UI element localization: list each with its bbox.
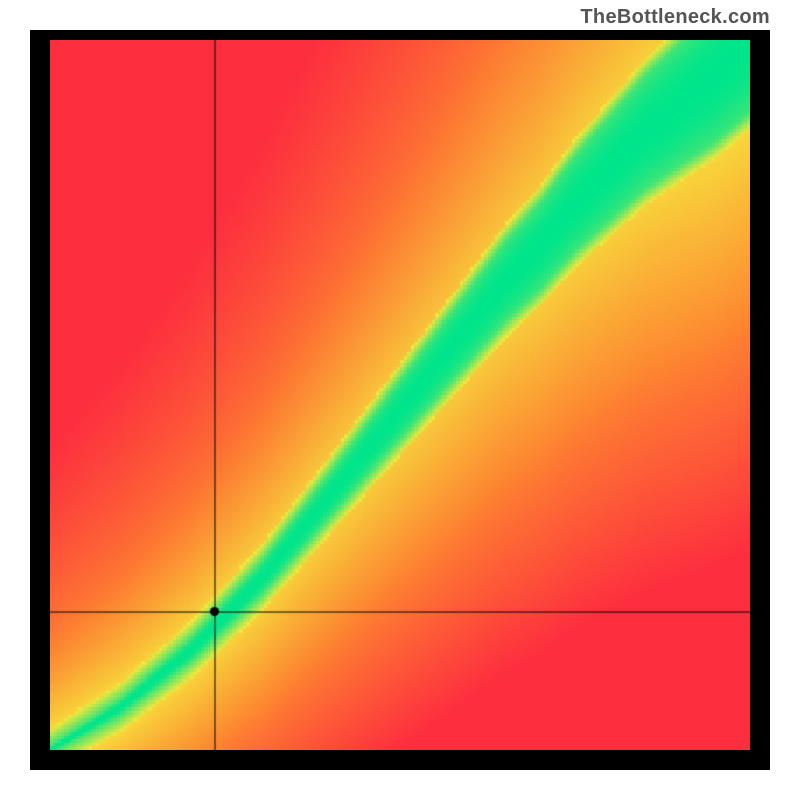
chart-container: TheBottleneck.com — [0, 0, 800, 800]
chart-frame — [30, 30, 770, 770]
heatmap-canvas — [50, 40, 750, 750]
heatmap-plot — [50, 40, 750, 750]
watermark-label: TheBottleneck.com — [580, 6, 770, 29]
